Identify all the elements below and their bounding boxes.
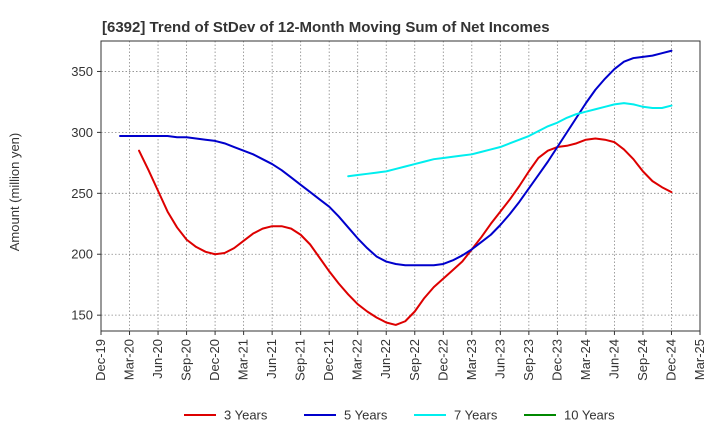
- y-tick-label: 150: [71, 308, 93, 323]
- legend-item-7-years: 7 Years: [414, 408, 498, 423]
- y-tick-label: 250: [71, 186, 93, 201]
- x-tick-label: Dec-22: [435, 339, 450, 381]
- x-tick-label: Jun-24: [606, 339, 621, 379]
- grid: [100, 41, 701, 331]
- x-tick-label: Dec-21: [321, 339, 336, 381]
- chart-title: [6392] Trend of StDev of 12-Month Moving…: [102, 19, 550, 36]
- legend-label: 7 Years: [454, 408, 498, 423]
- x-tick-label: Mar-20: [122, 339, 137, 380]
- legend-label: 3 Years: [224, 408, 268, 423]
- y-tick-label: 200: [71, 247, 93, 262]
- legend-item-3-years: 3 Years: [184, 408, 268, 423]
- legend-item-5-years: 5 Years: [304, 408, 388, 423]
- x-tick-label: Mar-22: [350, 339, 365, 380]
- legend: 3 Years 5 Years 7 Years 10 Years: [184, 408, 615, 423]
- x-tick-label: Jun-20: [150, 339, 165, 379]
- x-tick-label: Mar-25: [692, 339, 707, 380]
- legend-label: 10 Years: [564, 408, 615, 423]
- series-line-5-years: [119, 49, 673, 267]
- y-axis-label: Amount (million yen): [7, 133, 22, 252]
- x-tick-label: Mar-24: [578, 339, 593, 380]
- series-lines: [119, 49, 673, 326]
- x-tick-label: Mar-21: [236, 339, 251, 380]
- x-tick-label: Dec-24: [663, 339, 678, 381]
- x-tick-label: Jun-22: [378, 339, 393, 379]
- x-tick-label: Sep-23: [521, 339, 536, 381]
- y-tick-label: 300: [71, 125, 93, 140]
- legend-label: 5 Years: [344, 408, 388, 423]
- x-tick-label: Sep-22: [407, 339, 422, 381]
- legend-item-10-years: 10 Years: [524, 408, 615, 423]
- x-tick-label: Mar-23: [464, 339, 479, 380]
- x-tick-label: Dec-23: [549, 339, 564, 381]
- x-tick-label: Dec-20: [207, 339, 222, 381]
- x-tick-label: Dec-19: [93, 339, 108, 381]
- plot-frame: [100, 40, 701, 332]
- x-tick-label: Jun-21: [264, 339, 279, 379]
- series-line-7-years: [347, 102, 673, 178]
- x-tick-label: Sep-24: [635, 339, 650, 381]
- x-tick-label: Sep-21: [293, 339, 308, 381]
- y-tick-label: 350: [71, 64, 93, 79]
- x-tick-label: Sep-20: [179, 339, 194, 381]
- series-line-3-years: [138, 137, 673, 326]
- axes: Dec-19 Mar-20 Jun-20 Sep-20 Dec-20 Mar-21 Jun-…: [71, 40, 707, 381]
- x-tick-label: Jun-23: [492, 339, 507, 379]
